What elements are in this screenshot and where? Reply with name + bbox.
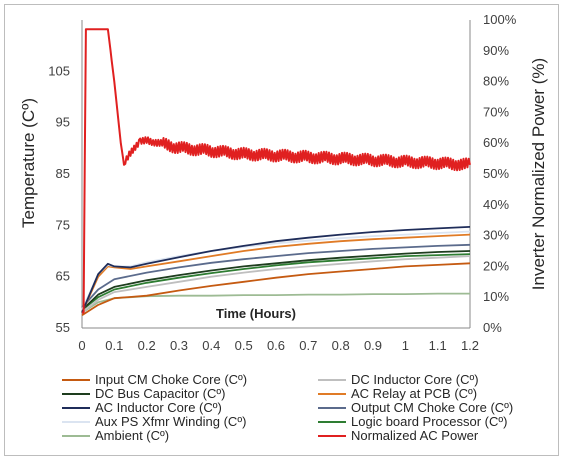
y-axis-right-title: Inverter Normalized Power (%) — [529, 58, 548, 290]
y-right-tick-label: 80% — [483, 74, 509, 89]
y-right-tick-label: 50% — [483, 166, 509, 181]
y-right-tick-label: 60% — [483, 135, 509, 150]
x-tick-label: 0 — [78, 338, 85, 353]
series-line — [81, 233, 471, 313]
y-left-tick-label: 75 — [56, 217, 70, 232]
x-tick-label: 0.6 — [267, 338, 285, 353]
legend: Input CM Choke Core (Cº) DC Inductor Core… — [62, 372, 513, 443]
series-line — [81, 243, 471, 309]
y-left-tick-label: 105 — [48, 63, 70, 78]
series-line — [81, 253, 471, 311]
series-line — [81, 262, 471, 316]
series-line — [81, 255, 471, 314]
legend-label: Logic board Processor (Cº) — [351, 414, 507, 429]
legend-label: DC Bus Capacitor (Cº) — [95, 386, 225, 401]
legend-label: AC Relay at PCB (Cº) — [351, 386, 477, 401]
y-right-tick-label: 20% — [483, 258, 509, 273]
legend-label: Normalized AC Power — [351, 428, 479, 443]
x-tick-label: 0.5 — [235, 338, 253, 353]
series-line — [81, 250, 471, 311]
y-right-tick-label: 10% — [483, 289, 509, 304]
series-line — [81, 226, 471, 313]
chart-frame — [4, 4, 559, 456]
x-tick-label: 0.1 — [105, 338, 123, 353]
x-tick-label: 0.4 — [202, 338, 220, 353]
y-left-tick-label: 85 — [56, 166, 70, 181]
legend-label: Aux PS Xfmr Winding (Cº) — [95, 414, 246, 429]
series-lines — [81, 28, 471, 316]
y-left-tick-labels: 55 65 75 85 95 105 — [48, 63, 70, 335]
x-tick-label: 0.2 — [138, 338, 156, 353]
x-tick-label: 1.2 — [461, 338, 479, 353]
y-left-tick-label: 95 — [56, 115, 70, 130]
y-right-tick-label: 90% — [483, 43, 509, 58]
y-right-tick-label: 0% — [483, 320, 502, 335]
y-right-tick-label: 30% — [483, 228, 509, 243]
x-tick-label: 1.1 — [429, 338, 447, 353]
legend-label: DC Inductor Core (Cº) — [351, 372, 479, 387]
series-line — [82, 28, 471, 314]
legend-label: Input CM Choke Core (Cº) — [95, 372, 247, 387]
x-tick-labels: 0 0.1 0.2 0.3 0.4 0.5 0.6 0.7 0.8 0.9 1 1.1 1.2 — [78, 338, 479, 353]
legend-label: AC Inductor Core (Cº) — [95, 400, 222, 415]
y-left-tick-label: 65 — [56, 269, 70, 284]
x-tick-label: 1 — [402, 338, 409, 353]
x-axis-title: Time (Hours) — [216, 306, 296, 321]
x-tick-label: 0.9 — [364, 338, 382, 353]
x-tick-label: 0.3 — [170, 338, 188, 353]
y-right-tick-label: 40% — [483, 197, 509, 212]
series-line — [81, 230, 471, 311]
x-tick-label: 0.8 — [332, 338, 350, 353]
y-right-tick-label: 100% — [483, 12, 517, 27]
y-right-tick-labels: 0% 10% 20% 30% 40% 50% 60% 70% 80% 90% 100% — [483, 12, 517, 335]
legend-label: Output CM Choke Core (Cº) — [351, 400, 513, 415]
y-left-tick-label: 55 — [56, 320, 70, 335]
x-tick-label: 0.7 — [299, 338, 317, 353]
legend-label: Ambient (Cº) — [95, 428, 169, 443]
y-right-tick-label: 70% — [483, 104, 509, 119]
y-axis-left-title: Temperature (Cº) — [19, 98, 38, 228]
